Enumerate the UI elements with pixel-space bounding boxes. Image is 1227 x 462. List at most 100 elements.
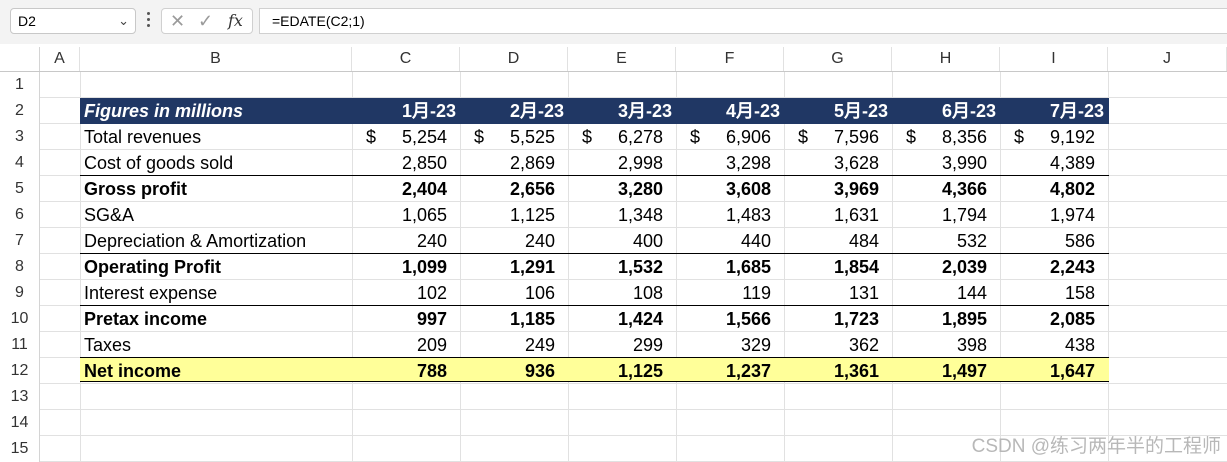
more-options-icon[interactable]: [144, 10, 152, 32]
insert-function-icon[interactable]: fx: [228, 11, 243, 30]
month-header-cell[interactable]: 1月-23: [401, 101, 456, 121]
row-header-9[interactable]: 9: [0, 280, 40, 306]
value-cell[interactable]: 6,278: [617, 127, 663, 147]
month-header-cell[interactable]: 3月-23: [617, 101, 672, 121]
value-cell[interactable]: 2,404: [401, 179, 447, 199]
value-cell[interactable]: 440: [740, 231, 771, 251]
value-cell[interactable]: 5,254: [401, 127, 447, 147]
value-cell[interactable]: 1,361: [833, 361, 879, 381]
column-header-d[interactable]: D: [460, 47, 568, 71]
month-header-cell[interactable]: 4月-23: [725, 101, 780, 121]
value-cell[interactable]: 3,969: [833, 179, 879, 199]
value-cell[interactable]: 3,608: [725, 179, 771, 199]
row-header-2[interactable]: 2: [0, 98, 40, 124]
column-header-h[interactable]: H: [892, 47, 1000, 71]
value-cell[interactable]: 4,802: [1049, 179, 1095, 199]
column-header-j[interactable]: J: [1108, 47, 1227, 71]
value-cell[interactable]: 1,723: [833, 309, 879, 329]
cancel-x-icon[interactable]: ✕: [170, 11, 186, 31]
value-cell[interactable]: 1,974: [1049, 205, 1095, 225]
month-header-cell[interactable]: 2月-23: [509, 101, 564, 121]
value-cell[interactable]: 1,854: [833, 257, 879, 277]
value-cell[interactable]: 2,656: [509, 179, 555, 199]
column-header-c[interactable]: C: [352, 47, 460, 71]
line-item-label[interactable]: Operating Profit: [84, 257, 222, 277]
value-cell[interactable]: 9,192: [1049, 127, 1095, 147]
row-header-10[interactable]: 10: [0, 306, 40, 332]
value-cell[interactable]: 102: [416, 283, 447, 303]
row-header-12[interactable]: 12: [0, 358, 40, 384]
value-cell[interactable]: 1,424: [617, 309, 663, 329]
value-cell[interactable]: 1,125: [617, 361, 663, 381]
row-header-5[interactable]: 5: [0, 176, 40, 202]
value-cell[interactable]: 4,389: [1049, 153, 1095, 173]
value-cell[interactable]: 1,497: [941, 361, 987, 381]
value-cell[interactable]: 1,483: [725, 205, 771, 225]
value-cell[interactable]: 3,280: [617, 179, 663, 199]
value-cell[interactable]: 5,525: [509, 127, 555, 147]
value-cell[interactable]: 3,628: [833, 153, 879, 173]
line-item-label[interactable]: Cost of goods sold: [84, 153, 234, 173]
value-cell[interactable]: 362: [848, 335, 879, 355]
value-cell[interactable]: 7,596: [833, 127, 879, 147]
month-header-cell[interactable]: 6月-23: [941, 101, 996, 121]
value-cell[interactable]: 398: [956, 335, 987, 355]
value-cell[interactable]: 2,869: [509, 153, 555, 173]
value-cell[interactable]: 108: [632, 283, 663, 303]
row-header-8[interactable]: 8: [0, 254, 40, 280]
value-cell[interactable]: 1,566: [725, 309, 771, 329]
value-cell[interactable]: 240: [416, 231, 447, 251]
row-header-15[interactable]: 15: [0, 436, 40, 462]
value-cell[interactable]: 2,243: [1049, 257, 1095, 277]
value-cell[interactable]: 299: [632, 335, 663, 355]
value-cell[interactable]: 1,348: [617, 205, 663, 225]
value-cell[interactable]: 936: [524, 361, 555, 381]
row-header-6[interactable]: 6: [0, 202, 40, 228]
select-all-corner[interactable]: [0, 47, 40, 71]
row-header-7[interactable]: 7: [0, 228, 40, 254]
value-cell[interactable]: 1,532: [617, 257, 663, 277]
value-cell[interactable]: 586: [1064, 231, 1095, 251]
value-cell[interactable]: 1,185: [509, 309, 555, 329]
value-cell[interactable]: 209: [416, 335, 447, 355]
line-item-label[interactable]: Pretax income: [84, 309, 208, 329]
chevron-down-icon[interactable]: ⌄: [118, 13, 129, 28]
value-cell[interactable]: 119: [742, 283, 771, 303]
value-cell[interactable]: 2,850: [401, 153, 447, 173]
value-cell[interactable]: 438: [1064, 335, 1095, 355]
line-item-label[interactable]: Net income: [84, 361, 182, 381]
value-cell[interactable]: 484: [848, 231, 879, 251]
month-header-cell[interactable]: 7月-23: [1049, 101, 1104, 121]
column-header-e[interactable]: E: [568, 47, 676, 71]
column-header-i[interactable]: I: [1000, 47, 1108, 71]
row-header-13[interactable]: 13: [0, 384, 40, 410]
column-header-g[interactable]: G: [784, 47, 892, 71]
value-cell[interactable]: 1,099: [401, 257, 447, 277]
column-header-f[interactable]: F: [676, 47, 784, 71]
value-cell[interactable]: 158: [1064, 283, 1095, 303]
value-cell[interactable]: 3,990: [941, 153, 987, 173]
name-box[interactable]: D2 ⌄: [10, 8, 136, 34]
value-cell[interactable]: 2,998: [617, 153, 663, 173]
row-header-1[interactable]: 1: [0, 72, 40, 98]
line-item-label[interactable]: Total revenues: [84, 127, 202, 147]
formula-input[interactable]: =EDATE(C2;1): [259, 8, 1227, 34]
month-header-cell[interactable]: 5月-23: [833, 101, 888, 121]
value-cell[interactable]: 144: [956, 283, 987, 303]
value-cell[interactable]: 131: [848, 283, 879, 303]
value-cell[interactable]: 4,366: [941, 179, 987, 199]
value-cell[interactable]: 3,298: [725, 153, 771, 173]
value-cell[interactable]: 8,356: [941, 127, 987, 147]
value-cell[interactable]: 1,685: [725, 257, 771, 277]
column-header-b[interactable]: B: [80, 47, 352, 71]
value-cell[interactable]: 106: [524, 283, 555, 303]
value-cell[interactable]: 532: [956, 231, 987, 251]
header-label-cell[interactable]: Figures in millions: [84, 101, 244, 121]
checkmark-icon[interactable]: ✓: [198, 11, 214, 31]
value-cell[interactable]: 1,794: [941, 205, 987, 225]
value-cell[interactable]: 2,039: [941, 257, 987, 277]
line-item-label[interactable]: Taxes: [84, 335, 132, 355]
column-header-a[interactable]: A: [40, 47, 80, 71]
value-cell[interactable]: 2,085: [1049, 309, 1095, 329]
value-cell[interactable]: 400: [632, 231, 663, 251]
